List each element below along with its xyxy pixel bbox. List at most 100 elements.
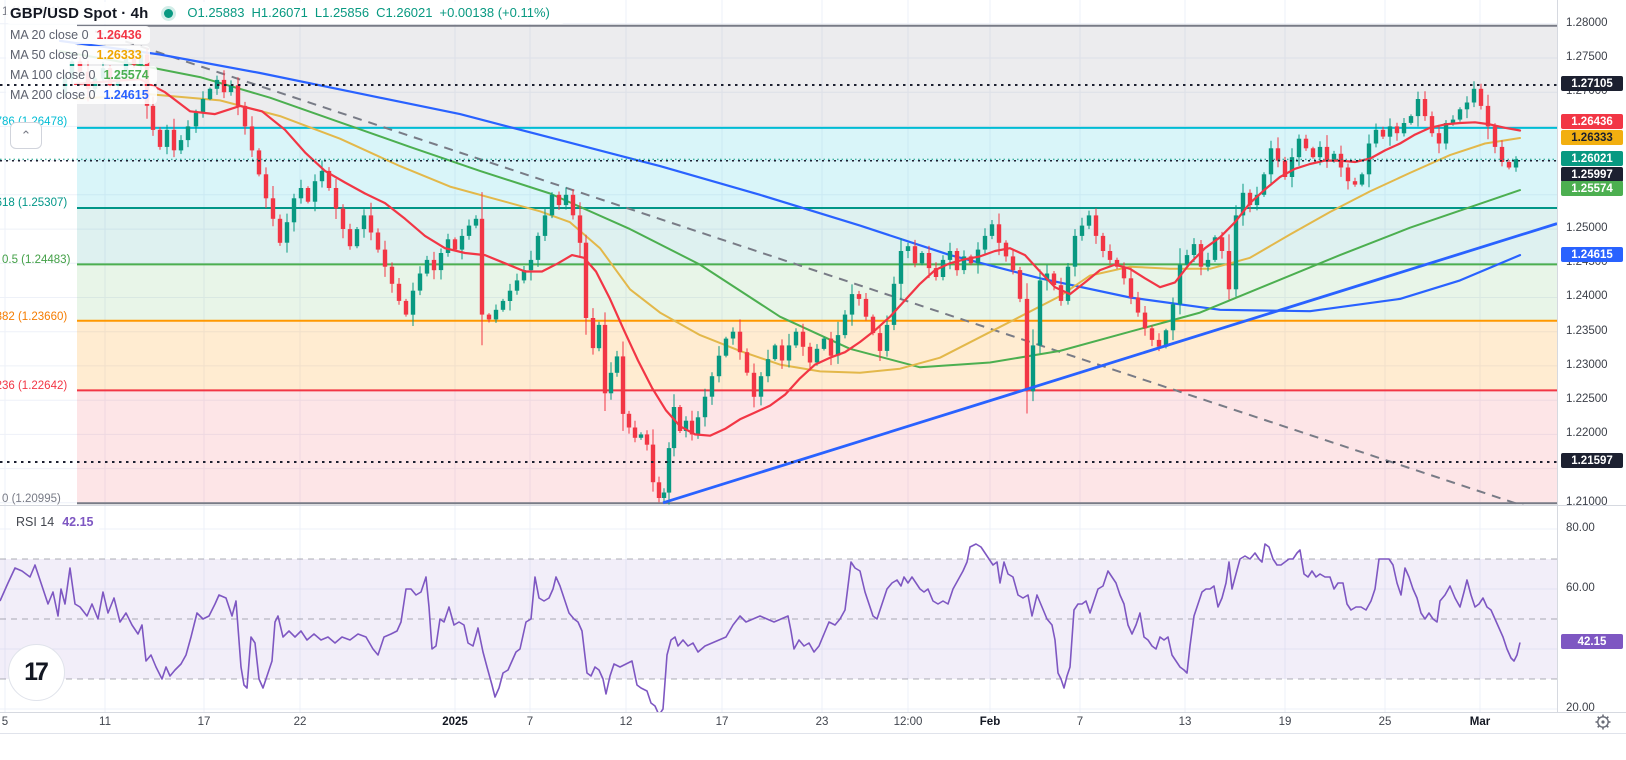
ma100-line[interactable] bbox=[59, 50, 1521, 369]
candle[interactable] bbox=[800, 323, 806, 356]
candle[interactable] bbox=[1359, 172, 1365, 187]
candle[interactable] bbox=[638, 432, 644, 440]
candle[interactable] bbox=[157, 127, 163, 150]
candle[interactable] bbox=[445, 233, 451, 257]
candle[interactable] bbox=[1030, 329, 1036, 402]
candle[interactable] bbox=[683, 416, 689, 438]
candle[interactable] bbox=[486, 313, 492, 323]
candle[interactable] bbox=[758, 372, 764, 406]
candle[interactable] bbox=[1303, 134, 1309, 151]
symbol-title[interactable]: GBP/USD Spot · 4h bbox=[10, 4, 149, 22]
candle[interactable] bbox=[709, 372, 715, 405]
rsi-series-line[interactable] bbox=[0, 543, 1521, 712]
rsi-pane[interactable] bbox=[0, 505, 1557, 712]
candle[interactable] bbox=[620, 341, 626, 431]
candle[interactable] bbox=[549, 192, 555, 219]
candle[interactable] bbox=[459, 229, 465, 260]
candle[interactable] bbox=[500, 298, 506, 312]
descending-dashed-trendline[interactable] bbox=[94, 30, 1543, 505]
candle[interactable] bbox=[556, 191, 562, 210]
ma50-line[interactable] bbox=[74, 93, 1521, 374]
candle[interactable] bbox=[1380, 126, 1386, 139]
candle[interactable] bbox=[849, 284, 855, 326]
candle[interactable] bbox=[164, 124, 170, 155]
candles-layer[interactable] bbox=[62, 48, 1519, 505]
candle[interactable] bbox=[507, 283, 513, 311]
candle[interactable] bbox=[877, 326, 883, 361]
candle[interactable] bbox=[940, 255, 946, 281]
candle[interactable] bbox=[1149, 325, 1155, 347]
candle[interactable] bbox=[277, 214, 283, 246]
main-price-pane[interactable] bbox=[0, 0, 1557, 505]
candle[interactable] bbox=[737, 319, 743, 360]
candle[interactable] bbox=[1401, 118, 1407, 137]
candle[interactable] bbox=[905, 242, 911, 259]
candle[interactable] bbox=[319, 160, 325, 188]
rsi-legend[interactable]: RSI 14 42.15 bbox=[10, 514, 100, 530]
tradingview-logo[interactable]: 17 bbox=[8, 644, 65, 701]
candle[interactable] bbox=[270, 186, 276, 227]
price-badge[interactable]: 1.21597 bbox=[1561, 453, 1623, 468]
price-badge[interactable]: 1.25997 bbox=[1561, 167, 1623, 182]
candle[interactable] bbox=[1310, 146, 1316, 159]
candle[interactable] bbox=[431, 251, 437, 280]
candle[interactable] bbox=[744, 348, 750, 376]
candle[interactable] bbox=[1247, 189, 1253, 213]
candle[interactable] bbox=[856, 290, 862, 306]
candle[interactable] bbox=[772, 343, 778, 361]
candle[interactable] bbox=[1492, 123, 1498, 154]
candle[interactable] bbox=[1506, 160, 1512, 170]
price-badge[interactable]: 1.26436 bbox=[1561, 114, 1623, 129]
candle[interactable] bbox=[947, 242, 953, 270]
candle[interactable] bbox=[1010, 249, 1016, 275]
candle[interactable] bbox=[716, 346, 722, 383]
candle[interactable] bbox=[424, 255, 430, 277]
candle[interactable] bbox=[1275, 137, 1281, 168]
candle[interactable] bbox=[1142, 306, 1148, 336]
candle[interactable] bbox=[1394, 122, 1400, 141]
candle[interactable] bbox=[368, 202, 374, 241]
ma200-legend-row[interactable]: MA 200 close 0 1.24615 bbox=[6, 86, 565, 104]
timezone-settings-gear-icon[interactable] bbox=[1594, 713, 1612, 731]
candle[interactable] bbox=[256, 148, 262, 177]
candle[interactable] bbox=[632, 420, 638, 443]
candle[interactable] bbox=[382, 240, 388, 277]
candle[interactable] bbox=[1345, 163, 1351, 190]
candle[interactable] bbox=[919, 251, 925, 266]
candle[interactable] bbox=[1499, 140, 1505, 167]
candle[interactable] bbox=[466, 219, 472, 240]
candle[interactable] bbox=[235, 77, 241, 116]
candle[interactable] bbox=[396, 278, 402, 305]
candle[interactable] bbox=[389, 262, 395, 293]
candle[interactable] bbox=[1065, 263, 1071, 305]
candle[interactable] bbox=[417, 266, 423, 296]
candle[interactable] bbox=[1205, 252, 1211, 272]
candle[interactable] bbox=[1471, 81, 1477, 108]
candle[interactable] bbox=[1261, 172, 1267, 197]
candle[interactable] bbox=[263, 167, 269, 209]
candle[interactable] bbox=[305, 186, 311, 204]
candle[interactable] bbox=[438, 248, 444, 280]
candle[interactable] bbox=[926, 245, 932, 279]
candle[interactable] bbox=[1422, 91, 1428, 121]
candle[interactable] bbox=[1100, 232, 1106, 258]
candle[interactable] bbox=[835, 321, 841, 364]
candle[interactable] bbox=[786, 333, 792, 368]
candle[interactable] bbox=[375, 228, 381, 253]
candle[interactable] bbox=[912, 239, 918, 268]
candle[interactable] bbox=[1072, 229, 1078, 277]
ma200-line[interactable] bbox=[58, 39, 1522, 313]
candle[interactable] bbox=[614, 350, 620, 377]
candle[interactable] bbox=[528, 250, 534, 281]
candle[interactable] bbox=[961, 250, 967, 275]
candle[interactable] bbox=[207, 87, 213, 101]
candle[interactable] bbox=[1170, 297, 1176, 341]
pane-separator[interactable] bbox=[0, 505, 1626, 506]
candle[interactable] bbox=[583, 234, 589, 335]
candle[interactable] bbox=[473, 215, 479, 229]
candle[interactable] bbox=[291, 193, 297, 232]
candle[interactable] bbox=[650, 429, 656, 492]
candle[interactable] bbox=[793, 328, 799, 348]
candle[interactable] bbox=[228, 80, 234, 96]
candle[interactable] bbox=[779, 339, 785, 369]
